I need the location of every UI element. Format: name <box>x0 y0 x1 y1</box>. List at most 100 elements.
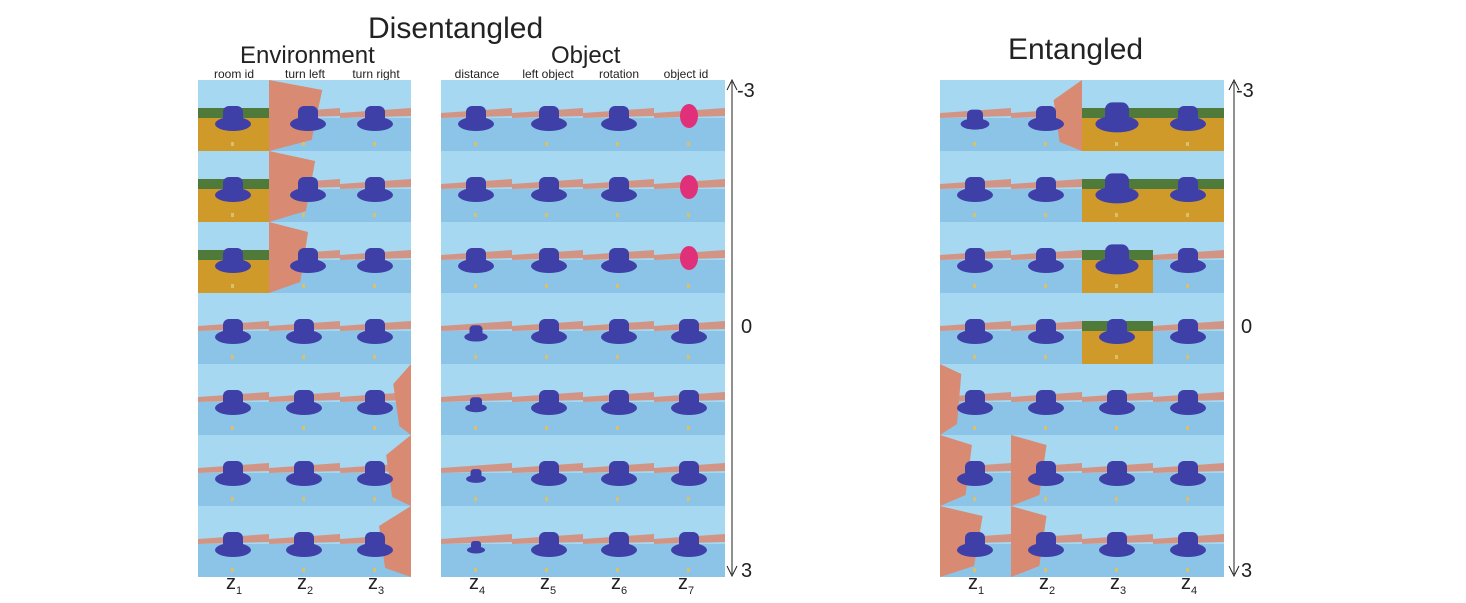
generated-frame <box>583 506 654 577</box>
generated-frame <box>1011 435 1082 506</box>
generated-frame <box>583 364 654 435</box>
generated-frame <box>940 151 1011 222</box>
generated-frame <box>441 222 512 293</box>
generated-frame <box>583 222 654 293</box>
generated-frame <box>940 293 1011 364</box>
generated-frame <box>583 80 654 151</box>
generated-frame <box>441 435 512 506</box>
generated-frame <box>198 293 269 364</box>
generated-frame <box>654 151 725 222</box>
generated-frame <box>269 222 340 293</box>
generated-frame <box>1011 80 1082 151</box>
generated-frame <box>340 364 411 435</box>
generated-frame <box>1153 506 1224 577</box>
generated-frame <box>1082 222 1153 293</box>
disentangled-scale-arrow <box>726 78 738 578</box>
generated-frame <box>512 364 583 435</box>
generated-frame <box>340 293 411 364</box>
generated-frame <box>512 80 583 151</box>
generated-frame <box>441 80 512 151</box>
generated-frame <box>1153 364 1224 435</box>
generated-frame <box>654 506 725 577</box>
generated-frame <box>512 293 583 364</box>
generated-frame <box>1153 435 1224 506</box>
generated-frame <box>340 80 411 151</box>
object-label: Object <box>551 42 621 69</box>
generated-frame <box>340 506 411 577</box>
generated-frame <box>1082 80 1153 151</box>
generated-frame <box>1082 506 1153 577</box>
entangled-image-grid <box>940 80 1224 577</box>
entangled-scale-top: -3 <box>1236 80 1254 102</box>
generated-frame <box>654 435 725 506</box>
entangled-scale-arrow <box>1228 78 1240 578</box>
generated-frame <box>340 435 411 506</box>
generated-frame <box>1011 506 1082 577</box>
generated-frame <box>1082 293 1153 364</box>
environment-image-grid <box>198 80 411 577</box>
generated-frame <box>583 293 654 364</box>
generated-frame <box>269 364 340 435</box>
generated-frame <box>198 364 269 435</box>
generated-frame <box>1011 151 1082 222</box>
column-header-turn-right: turn right <box>352 67 400 81</box>
generated-frame <box>1153 151 1224 222</box>
column-header-room-id: room id <box>213 67 254 81</box>
generated-frame <box>1153 222 1224 293</box>
generated-frame <box>940 80 1011 151</box>
generated-frame <box>198 506 269 577</box>
latent-label-z2: z2 <box>296 572 314 597</box>
generated-frame <box>441 506 512 577</box>
latent-label-z5: z5 <box>539 572 557 597</box>
generated-frame <box>512 151 583 222</box>
entangled-latent-label-z3: z3 <box>1109 572 1127 597</box>
entangled-latent-label-z1: z1 <box>967 572 985 597</box>
column-header-left-object: left object <box>522 67 574 81</box>
generated-frame <box>198 435 269 506</box>
generated-frame <box>940 222 1011 293</box>
generated-frame <box>654 222 725 293</box>
generated-frame <box>1011 222 1082 293</box>
disentangled-scale-top: -3 <box>737 80 755 102</box>
column-header-distance: distance <box>454 67 500 81</box>
generated-frame <box>512 435 583 506</box>
generated-frame <box>1153 293 1224 364</box>
generated-frame <box>198 80 269 151</box>
generated-frame <box>198 151 269 222</box>
entangled-scale-middle: 0 <box>1241 316 1253 338</box>
entangled-latent-label-z4: z4 <box>1180 572 1198 597</box>
generated-frame <box>441 151 512 222</box>
generated-frame <box>654 364 725 435</box>
generated-frame <box>269 151 340 222</box>
latent-label-z3: z3 <box>367 572 385 597</box>
generated-frame <box>654 80 725 151</box>
generated-frame <box>583 435 654 506</box>
generated-frame <box>340 151 411 222</box>
generated-frame <box>269 506 340 577</box>
generated-frame <box>269 80 340 151</box>
entangled-scale-bottom: 3 <box>1241 560 1253 582</box>
environment-label: Environment <box>240 42 375 69</box>
column-header-rotation: rotation <box>598 67 640 81</box>
generated-frame <box>340 222 411 293</box>
latent-label-z7: z7 <box>677 572 695 597</box>
entangled-title: Entangled <box>1008 33 1144 66</box>
column-header-object-id: object id <box>663 67 709 81</box>
generated-frame <box>512 222 583 293</box>
generated-frame <box>583 151 654 222</box>
disentangled-scale-bottom: 3 <box>741 560 753 582</box>
generated-frame <box>269 435 340 506</box>
generated-frame <box>940 364 1011 435</box>
generated-frame <box>269 293 340 364</box>
entangled-latent-label-z2: z2 <box>1038 572 1056 597</box>
generated-frame <box>940 435 1011 506</box>
generated-frame <box>1011 364 1082 435</box>
generated-frame <box>654 293 725 364</box>
disentangled-scale-middle: 0 <box>741 316 753 338</box>
disentangled-title: Disentangled <box>368 12 544 45</box>
generated-frame <box>1011 293 1082 364</box>
generated-frame <box>198 222 269 293</box>
generated-frame <box>512 506 583 577</box>
generated-frame <box>1082 364 1153 435</box>
generated-frame <box>940 506 1011 577</box>
